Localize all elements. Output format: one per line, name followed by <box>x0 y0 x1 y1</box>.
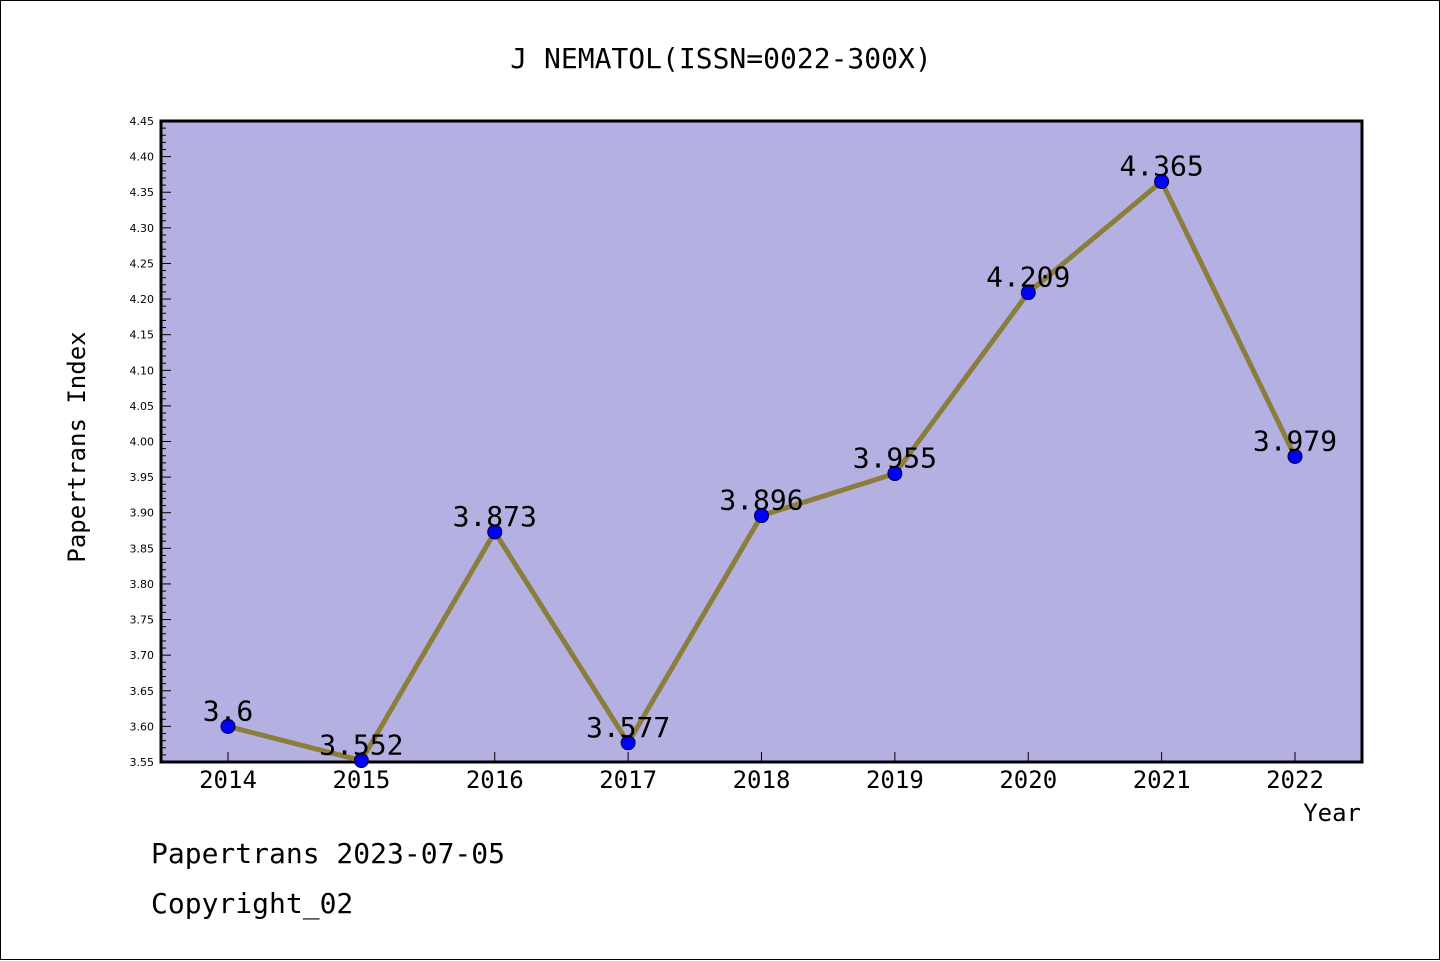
data-point <box>487 524 503 540</box>
x-tick-label: 2019 <box>866 766 924 794</box>
footer-copyright: Copyright_02 <box>151 887 354 920</box>
y-tick-label: 3.65 <box>130 685 155 698</box>
y-tick-label: 3.95 <box>130 471 155 484</box>
y-tick-label: 4.35 <box>130 186 155 199</box>
x-tick-label: 2020 <box>999 766 1057 794</box>
chart-title: J NEMATOL(ISSN=0022-300X) <box>510 42 931 75</box>
data-point <box>220 718 236 734</box>
y-tick-label: 4.15 <box>130 329 155 342</box>
x-axis-label: Year <box>1303 799 1361 827</box>
x-tick-label: 2018 <box>733 766 791 794</box>
data-point <box>620 735 636 751</box>
plot-area <box>159 119 1364 764</box>
data-point <box>1020 285 1036 301</box>
footer-source: Papertrans 2023-07-05 <box>151 837 506 870</box>
data-label: 3.873 <box>453 500 537 533</box>
series-layer: 3.6 3.552 3.873 3.577 3.896 3.955 4.209 4.365 3.… <box>203 150 1337 769</box>
data-label: 3.896 <box>719 484 803 517</box>
y-axis-label: Papertrans Index <box>63 331 91 562</box>
data-point <box>1154 174 1170 190</box>
y-tick-label: 3.75 <box>130 614 155 627</box>
y-tick-label: 4.30 <box>130 222 155 235</box>
y-tick-label: 4.25 <box>130 257 155 270</box>
x-tick-label: 2015 <box>332 766 390 794</box>
y-tick-label: 3.55 <box>130 756 155 769</box>
x-tick-label: 2014 <box>199 766 257 794</box>
data-point <box>353 753 369 769</box>
y-tick-label: 4.20 <box>130 293 155 306</box>
x-axis: 2014 2015 2016 2017 2018 2019 2020 2021 2022 <box>199 752 1324 794</box>
y-tick-label: 3.80 <box>130 578 155 591</box>
y-tick-label: 4.40 <box>130 151 155 164</box>
y-tick-label: 3.60 <box>130 720 155 733</box>
x-tick-label: 2016 <box>466 766 524 794</box>
y-tick-label: 4.10 <box>130 364 155 377</box>
data-label: 3.6 <box>203 694 254 727</box>
x-tick-label: 2022 <box>1266 766 1324 794</box>
data-label: 4.209 <box>986 261 1070 294</box>
x-tick-label: 2021 <box>1133 766 1191 794</box>
data-point <box>754 508 769 524</box>
data-label: 3.979 <box>1253 424 1337 457</box>
data-label: 4.365 <box>1119 150 1203 183</box>
y-tick-label: 4.45 <box>130 115 155 128</box>
x-tick-label: 2017 <box>599 766 657 794</box>
data-point <box>887 466 903 482</box>
y-tick-label: 3.70 <box>130 649 155 662</box>
y-tick-label: 3.85 <box>130 542 155 555</box>
y-axis: 3.55 3.60 3.65 3.70 3.75 3.80 3.85 3.90 3.95 4.00… <box>130 115 171 769</box>
data-point <box>1287 448 1303 464</box>
y-tick-label: 3.90 <box>130 507 155 520</box>
data-label: 3.955 <box>853 442 937 475</box>
y-tick-label: 4.00 <box>130 436 155 449</box>
data-label: 3.577 <box>586 711 670 744</box>
y-tick-label: 4.05 <box>130 400 155 413</box>
data-label: 3.552 <box>319 729 403 762</box>
